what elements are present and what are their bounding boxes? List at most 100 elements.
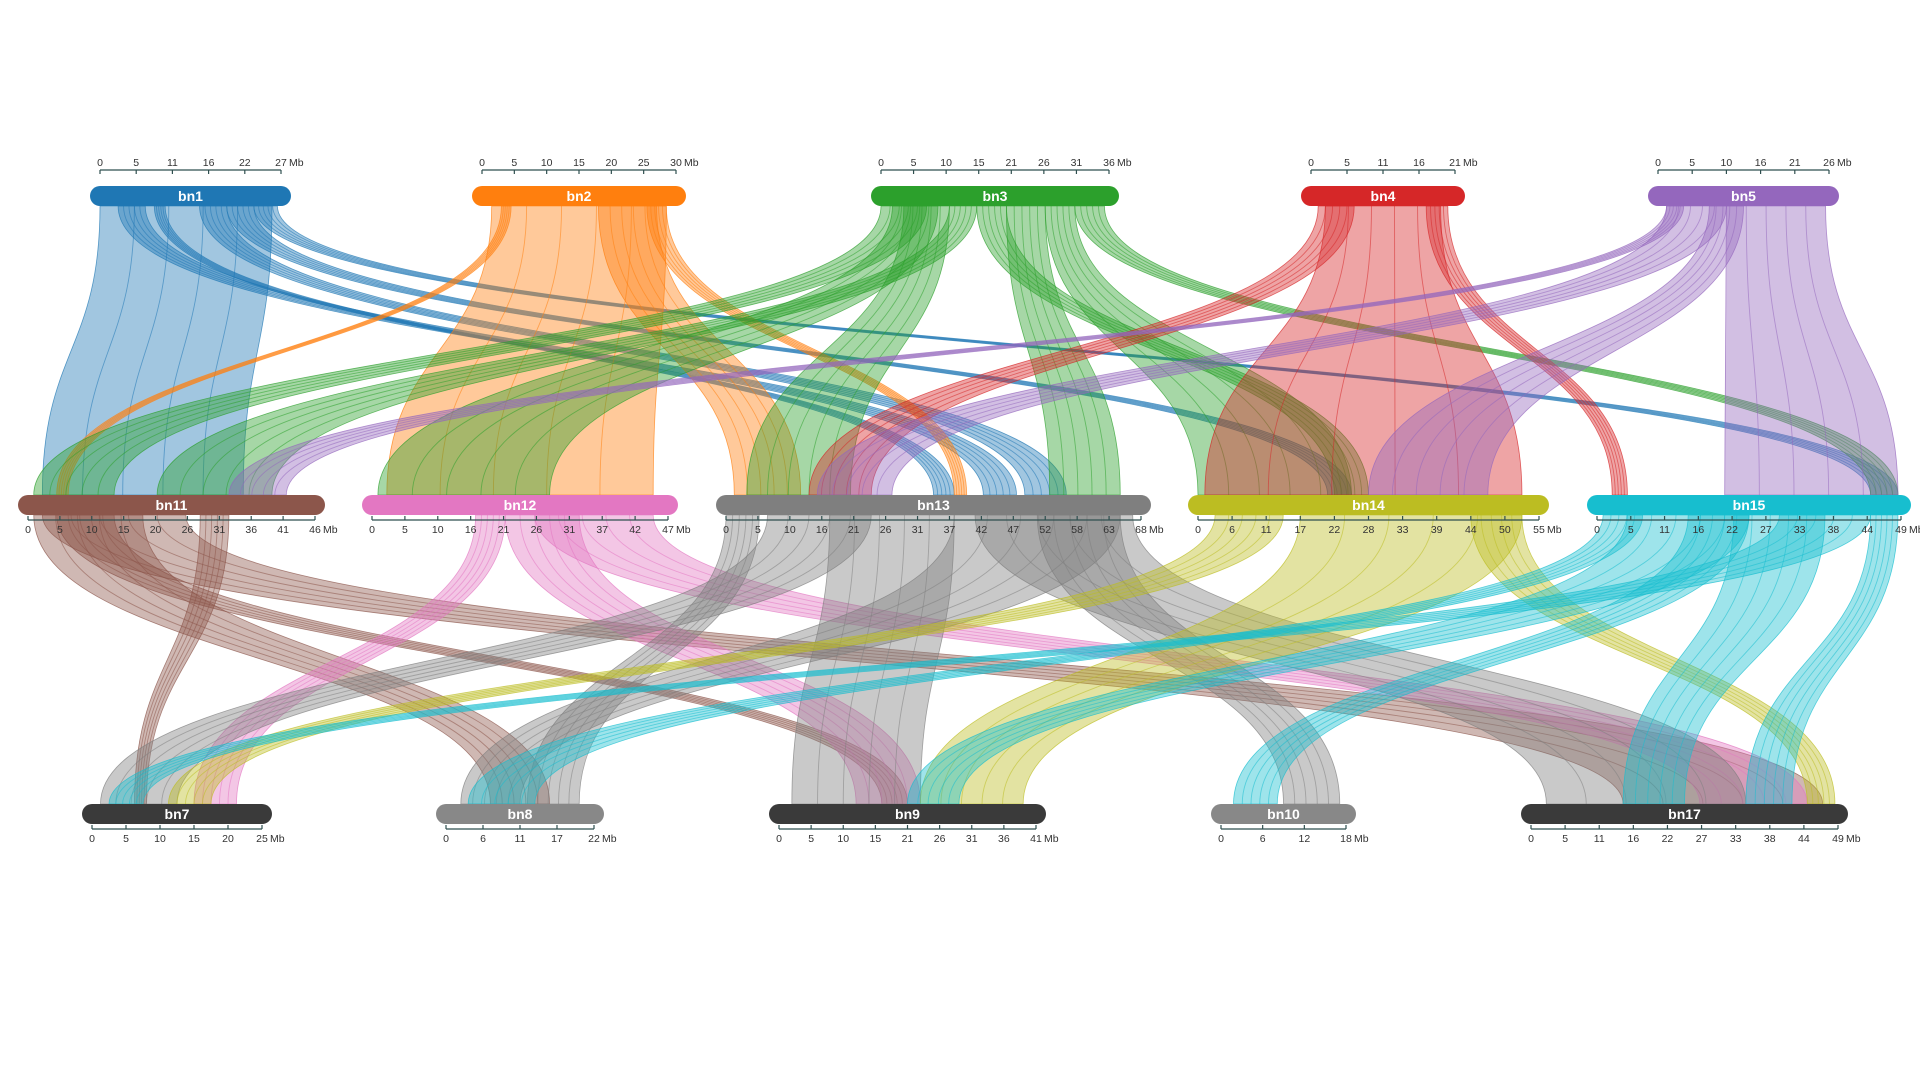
link-strand-bn13-bn7: [145, 514, 831, 805]
tick-label-bn9: 31: [966, 833, 978, 845]
tick-label-bn15: 11: [1659, 524, 1670, 536]
chromosome-bar-bn10[interactable]: [1211, 804, 1356, 824]
link-strand-bn4-bn14: [1331, 205, 1372, 496]
axis-unit-bn12: Mb: [676, 524, 691, 536]
chromosome-bar-bn5[interactable]: [1648, 186, 1839, 206]
link-strand-bn5-bn13: [831, 205, 1679, 496]
chromosome-bn2[interactable]: bn2 0 5 10 15 20 25 30 Mb: [472, 157, 699, 206]
chromosome-bar-bn17[interactable]: [1521, 804, 1848, 824]
tick-label-bn17: 22: [1662, 833, 1674, 845]
link-strand-bn4-bn15: [1438, 205, 1622, 496]
tick-label-bn10: 0: [1218, 833, 1224, 845]
link-strand-bn3-bn13: [829, 205, 941, 496]
chromosome-bar-bn13[interactable]: [716, 495, 1151, 515]
chromosome-bar-bn8[interactable]: [436, 804, 604, 824]
axis-unit-bn15: Mb: [1909, 524, 1920, 536]
link-bn13-bn8: [460, 514, 1121, 805]
axis-unit-bn4: Mb: [1463, 157, 1478, 169]
tick-label-bn12: 21: [498, 524, 510, 536]
chromosome-bar-bn14[interactable]: [1188, 495, 1549, 515]
chromosome-bn13[interactable]: bn13 0 5 10 16 21 26 31 37 42 47 52 58 63 68 Mb: [716, 495, 1164, 536]
link-strand-bn2-bn12: [599, 205, 632, 496]
tick-label-bn13: 5: [755, 524, 761, 536]
tick-label-bn5: 16: [1755, 157, 1767, 169]
chromosome-bar-bn7[interactable]: [82, 804, 272, 824]
link-strand-bn15-bn17: [1782, 514, 1893, 805]
link-strand-bn3-bn14: [1062, 205, 1291, 496]
link-strand-bn3-bn13: [1029, 205, 1093, 496]
link-strand-bn14-bn7: [193, 514, 1257, 805]
link-strand-bn3-bn15: [1098, 205, 1893, 496]
chromosome-bn12[interactable]: bn12 0 5 10 16 21 26 31 37 42 47 Mb: [362, 495, 691, 536]
link-strand-bn5-bn13: [861, 205, 1703, 496]
chromosome-bn3[interactable]: bn3 0 5 10 15 21 26 31 36 Mb: [871, 157, 1132, 206]
chromosome-bn4[interactable]: bn4 0 5 11 16 21 Mb: [1301, 157, 1478, 206]
tick-label-bn17: 0: [1528, 833, 1534, 845]
chromosome-bar-bn12[interactable]: [362, 495, 678, 515]
chromosome-bn14[interactable]: bn14 0 6 11 17 22 28 33 39 44 50 55 Mb: [1188, 495, 1562, 536]
chromosome-bar-bn2[interactable]: [472, 186, 686, 206]
chromosome-bn8[interactable]: bn8 0 6 11 17 22 Mb: [436, 804, 617, 845]
link-strand-bn1-bn14: [231, 205, 1333, 496]
link-strand-bn15-bn9: [927, 514, 1677, 805]
tick-label-bn10: 6: [1260, 833, 1266, 845]
link-strand-bn4-bn13: [833, 205, 1334, 496]
tick-label-bn11: 20: [150, 524, 162, 536]
tick-label-bn8: 11: [515, 833, 526, 845]
axis-unit-bn10: Mb: [1354, 833, 1369, 845]
link-strand-bn13-bn8: [558, 514, 747, 805]
tick-label-bn11: 41: [277, 524, 289, 536]
chromosome-bn7[interactable]: bn7 0 5 10 15 20 25 Mb: [82, 804, 285, 845]
link-strand-bn1-bn13: [156, 205, 939, 496]
chromosome-bn11[interactable]: bn11 0 5 10 15 20 26 31 36 41 46 Mb: [18, 495, 338, 536]
tick-label-bn15: 0: [1594, 524, 1600, 536]
chromosome-bn5[interactable]: bn5 0 5 10 16 21 26 Mb: [1648, 157, 1852, 206]
link-strand-bn5-bn14: [1439, 205, 1731, 496]
tick-label-bn11: 31: [213, 524, 225, 536]
chromosome-bar-bn4[interactable]: [1301, 186, 1465, 206]
tick-label-bn14: 50: [1499, 524, 1511, 536]
tick-label-bn4: 11: [1378, 157, 1389, 169]
chromosome-label-bn17: bn17: [1668, 806, 1701, 822]
chromosome-bar-bn11[interactable]: [18, 495, 325, 515]
tick-label-bn1: 27: [275, 157, 287, 169]
link-strand-bn15-bn7: [135, 514, 1853, 805]
tick-label-bn15: 33: [1794, 524, 1806, 536]
tick-label-bn13: 16: [816, 524, 828, 536]
chromosome-bn17[interactable]: bn17 0 5 11 16 22 27 33 38 44 49 Mb: [1521, 804, 1861, 845]
link-strand-bn5-bn11: [239, 205, 1671, 496]
tick-label-bn4: 5: [1344, 157, 1350, 169]
link-strand-bn2-bn11: [60, 205, 506, 496]
link-strand-bn13-bn9: [894, 514, 930, 805]
tick-label-bn3: 36: [1103, 157, 1115, 169]
link-strand-bn3-bn11: [65, 205, 900, 496]
chromosome-label-bn13: bn13: [917, 497, 950, 513]
axis-unit-bn17: Mb: [1846, 833, 1861, 845]
chromosome-bn10[interactable]: bn10 0 6 12 18 Mb: [1211, 804, 1369, 845]
chromosome-bar-bn9[interactable]: [769, 804, 1046, 824]
link-strand-bn2-bn11: [65, 205, 510, 496]
tick-label-bn13: 37: [944, 524, 956, 536]
tick-label-bn9: 26: [934, 833, 946, 845]
tick-label-bn14: 39: [1431, 524, 1443, 536]
tick-label-bn8: 0: [443, 833, 449, 845]
link-strand-bn3-bn11: [225, 205, 967, 496]
chromosome-bn1[interactable]: bn1 0 5 11 16 22 27 Mb: [90, 157, 304, 206]
link-strand-bn13-bn17: [1006, 514, 1587, 805]
link-strand-bn2-bn13: [632, 205, 775, 496]
tick-label-bn2: 30: [670, 157, 682, 169]
link-strand-bn13-bn17: [1100, 514, 1707, 805]
tick-label-bn12: 16: [465, 524, 477, 536]
chromosome-bar-bn15[interactable]: [1587, 495, 1911, 515]
chromosome-bar-bn3[interactable]: [871, 186, 1119, 206]
link-strand-bn1-bn11: [202, 205, 239, 496]
tick-label-bn15: 49: [1895, 524, 1907, 536]
tick-label-bn3: 10: [940, 157, 952, 169]
chromosome-bar-bn1[interactable]: [90, 186, 291, 206]
tick-label-bn12: 26: [531, 524, 543, 536]
link-strand-bn15-bn8: [521, 514, 1636, 805]
link-strand-bn11-bn17: [70, 514, 1664, 805]
tick-label-bn7: 15: [188, 833, 200, 845]
chromosome-bn9[interactable]: bn9 0 5 10 15 21 26 31 36 41 Mb: [769, 804, 1059, 845]
